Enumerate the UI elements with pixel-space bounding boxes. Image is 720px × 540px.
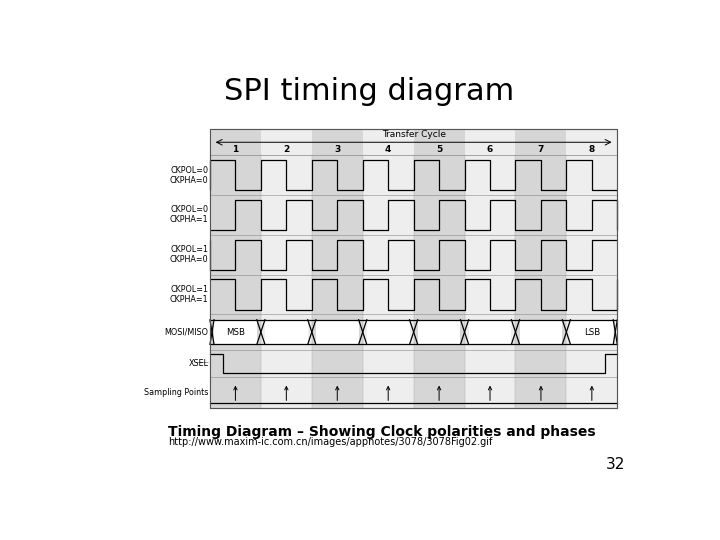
Bar: [469, 320, 511, 345]
Bar: [570, 320, 613, 345]
Text: 7: 7: [538, 145, 544, 154]
Bar: [210, 129, 617, 408]
Text: 1: 1: [233, 145, 238, 154]
Bar: [316, 320, 359, 345]
Text: 32: 32: [606, 457, 626, 472]
Text: 6: 6: [487, 145, 493, 154]
Text: CKPOL=1: CKPOL=1: [171, 245, 208, 254]
Text: 8: 8: [589, 145, 595, 154]
Text: CKPOL=1: CKPOL=1: [171, 285, 208, 294]
Text: 3: 3: [334, 145, 341, 154]
Text: Timing Diagram – Showing Clock polarities and phases: Timing Diagram – Showing Clock polaritie…: [168, 424, 595, 438]
Text: LSB: LSB: [584, 328, 600, 336]
Text: XSEL: XSEL: [189, 359, 208, 368]
Text: 5: 5: [436, 145, 442, 154]
Text: CKPHA=0: CKPHA=0: [170, 176, 208, 185]
Bar: [366, 320, 410, 345]
Text: SPI timing diagram: SPI timing diagram: [224, 77, 514, 106]
Text: CKPHA=1: CKPHA=1: [170, 215, 208, 225]
Text: CKPHA=0: CKPHA=0: [170, 255, 208, 264]
Bar: [210, 129, 261, 408]
Text: 2: 2: [283, 145, 289, 154]
Text: CKPHA=1: CKPHA=1: [170, 295, 208, 304]
Text: Sampling Points: Sampling Points: [144, 388, 208, 397]
Text: http://www.maxim-ic.com.cn/images/appnotes/3078/3078Fig02.gif: http://www.maxim-ic.com.cn/images/appnot…: [168, 437, 492, 447]
Text: CKPOL=0: CKPOL=0: [171, 166, 208, 174]
Text: MOSI/MISO: MOSI/MISO: [164, 328, 208, 336]
Text: MSB: MSB: [226, 328, 245, 336]
Bar: [516, 129, 567, 408]
Text: CKPOL=0: CKPOL=0: [171, 206, 208, 214]
Bar: [413, 129, 464, 408]
Bar: [210, 129, 617, 408]
Bar: [214, 320, 257, 345]
Text: ____: ____: [196, 357, 208, 363]
Bar: [265, 320, 307, 345]
Text: 4: 4: [385, 145, 392, 154]
Bar: [520, 320, 562, 345]
Text: Transfer Cycle: Transfer Cycle: [382, 130, 446, 139]
Bar: [418, 320, 461, 345]
Bar: [312, 129, 363, 408]
